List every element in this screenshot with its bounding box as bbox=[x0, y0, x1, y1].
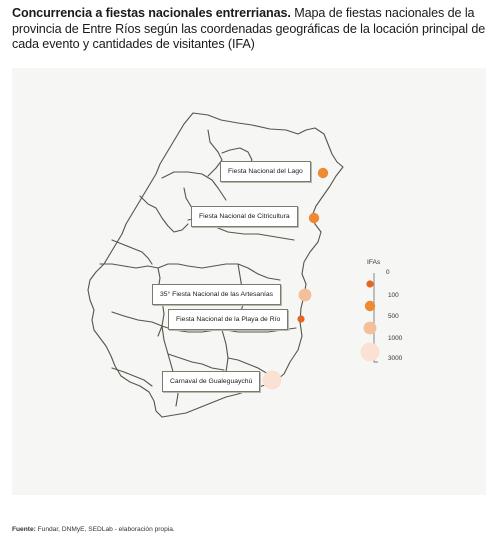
province-map bbox=[87, 112, 380, 418]
label-fiesta-playa-de-rio: Fiesta Nacional de la Playa de Río bbox=[168, 309, 289, 330]
border-3 bbox=[161, 171, 227, 201]
source-text: Fundar, DNMyE, SEDLab - elaboración prop… bbox=[37, 526, 175, 533]
event-markers bbox=[262, 167, 329, 390]
label-fiesta-artesanias: 35° Fiesta Nacional de las Artesanías bbox=[152, 284, 282, 305]
marker-fiesta-playa-de-rio bbox=[297, 315, 305, 323]
marker-fiesta-del-lago bbox=[317, 167, 329, 179]
legend-value-0: 0 bbox=[386, 269, 390, 276]
legend-value-100: 100 bbox=[388, 292, 399, 299]
source-note: Fuente: Fundar, DNMyE, SEDLab - elaborac… bbox=[12, 526, 175, 533]
border-15 bbox=[167, 353, 225, 371]
marker-fiesta-citricultura bbox=[308, 212, 320, 224]
border-2 bbox=[207, 129, 223, 177]
chart-title: Concurrencia a fiestas nacionales entrer… bbox=[12, 6, 494, 53]
label-carnaval-gualeguaychu: Carnaval de Gualeguaychú bbox=[162, 371, 261, 392]
legend-swatch-1000 bbox=[363, 321, 377, 335]
legend-value-3000: 3000 bbox=[388, 355, 403, 362]
legend-value-1000: 1000 bbox=[388, 335, 403, 342]
title-bold: Concurrencia a fiestas nacionales entrer… bbox=[12, 6, 291, 20]
legend-swatch-3000 bbox=[360, 342, 380, 362]
legend-markers bbox=[360, 273, 380, 363]
legend-title: IFAs bbox=[367, 259, 381, 266]
legend-swatch-500 bbox=[364, 300, 376, 312]
legend-value-500: 500 bbox=[388, 313, 399, 320]
border-14 bbox=[227, 357, 269, 375]
border-13 bbox=[161, 325, 179, 407]
border-11 bbox=[111, 311, 297, 333]
legend-swatch-100 bbox=[366, 280, 374, 288]
marker-fiesta-artesanias bbox=[298, 288, 312, 302]
label-fiesta-citricultura: Fiesta Nacional de Citricultura bbox=[191, 206, 298, 227]
label-fiesta-del-lago: Fiesta Nacional del Lago bbox=[220, 161, 311, 182]
title-description: Mapa de fiestas nacionales de la provinc… bbox=[12, 6, 486, 51]
border-7 bbox=[111, 239, 153, 265]
border-4 bbox=[139, 195, 189, 233]
border-8 bbox=[99, 263, 281, 281]
marker-carnaval-gualeguaychu bbox=[262, 370, 282, 390]
border-16 bbox=[111, 367, 153, 387]
map-panel: Fiesta Nacional del Lago Fiesta Nacional… bbox=[12, 68, 486, 495]
source-label: Fuente: bbox=[12, 526, 36, 533]
